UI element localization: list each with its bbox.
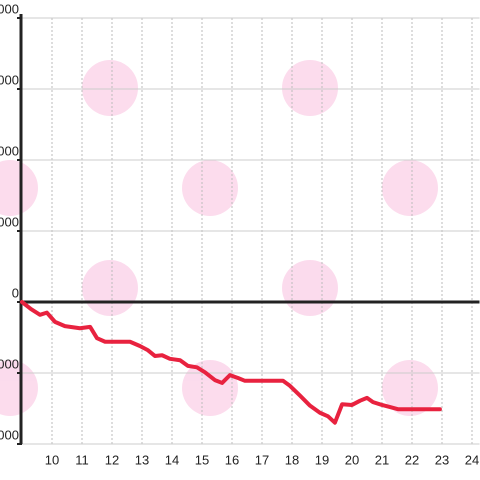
x-tick-label: 18 bbox=[285, 452, 299, 467]
x-tick-label: 21 bbox=[375, 452, 389, 467]
y-tick-label: -20,000 bbox=[0, 427, 19, 442]
x-tick-label: 24 bbox=[465, 452, 479, 467]
data-line bbox=[20, 300, 442, 425]
y-tick-label: 10,000 bbox=[0, 214, 19, 229]
x-tick-label: 20 bbox=[345, 452, 359, 467]
x-tick-label: 17 bbox=[255, 452, 269, 467]
watermark bbox=[0, 60, 438, 416]
x-tick-label: 12 bbox=[105, 452, 119, 467]
y-tick-label: 30,000 bbox=[0, 72, 19, 87]
x-tick-label: 19 bbox=[315, 452, 329, 467]
y-tick-label: 40,000 bbox=[0, 1, 19, 16]
y-tick-label: 20,000 bbox=[0, 143, 19, 158]
x-tick-label: 11 bbox=[75, 452, 89, 467]
y-tick-label: -10,000 bbox=[0, 356, 19, 371]
x-tick-label: 13 bbox=[135, 452, 149, 467]
x-tick-label: 22 bbox=[405, 452, 419, 467]
y-tick-label: 0 bbox=[12, 285, 19, 300]
x-tick-label: 10 bbox=[45, 452, 59, 467]
x-tick-label: 23 bbox=[435, 452, 449, 467]
x-tick-label: 16 bbox=[225, 452, 239, 467]
x-tick-label: 14 bbox=[165, 452, 179, 467]
x-tick-label: 15 bbox=[195, 452, 209, 467]
